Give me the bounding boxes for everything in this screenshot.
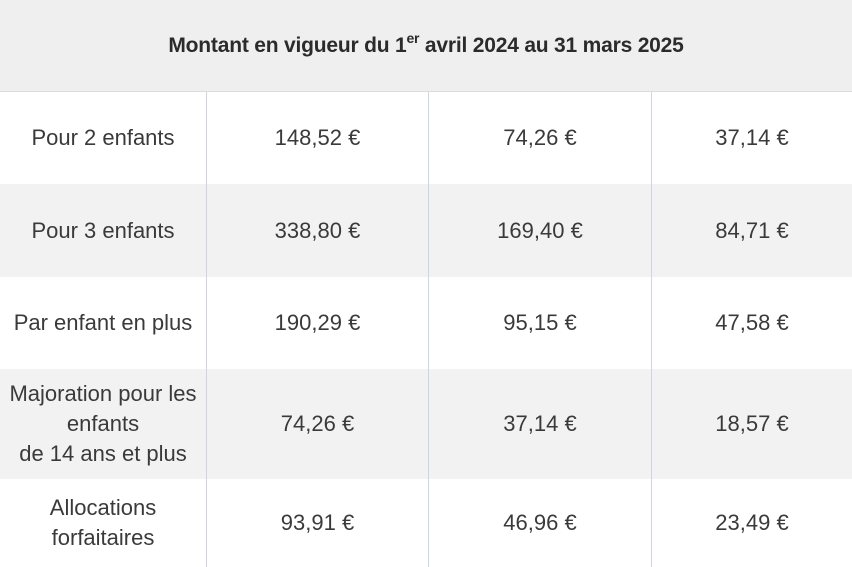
table-title: Montant en vigueur du 1er avril 2024 au … [168,29,684,57]
row-label: Majoration pour les enfants de 14 ans et… [0,369,207,479]
table-row: Par enfant en plus 190,29 € 95,15 € 47,5… [0,277,852,369]
amount-cell: 190,29 € [207,277,429,369]
amount-cell: 338,80 € [207,184,429,277]
amount-cell: 47,58 € [715,310,789,335]
row-label: Pour 3 enfants [0,184,207,277]
table-row: Pour 2 enfants 148,52 € 74,26 € 37,14 € [0,92,852,184]
table-header: Montant en vigueur du 1er avril 2024 au … [0,0,852,92]
row-label: Pour 2 enfants [0,92,207,184]
amount-cell: 148,52 € [207,92,429,184]
table-body: Pour 2 enfants 148,52 € 74,26 € 37,14 € … [0,92,852,567]
amount-cell: 18,57 € [715,411,789,436]
amount-cell: 46,96 € [429,479,652,567]
amount-cell: 95,15 € [429,277,652,369]
amount-cell: 37,14 € [429,369,652,479]
amount-cell: 169,40 € [429,184,652,277]
table-row: Majoration pour les enfants de 14 ans et… [0,369,852,479]
row-label: Par enfant en plus [0,277,207,369]
amount-cell: 84,71 € [715,217,789,243]
amount-cell: 74,26 € [429,92,652,184]
table-row: Pour 3 enfants 338,80 € 169,40 € 84,71 € [0,184,852,277]
amount-cell: 23,49 € [715,510,789,535]
amount-cell: 74,26 € [207,369,429,479]
row-label: Allocations forfaitaires [0,479,207,567]
table-row: Allocations forfaitaires 93,91 € 46,96 €… [0,479,852,567]
amount-cell: 93,91 € [207,479,429,567]
amount-cell: 37,14 € [715,125,789,150]
